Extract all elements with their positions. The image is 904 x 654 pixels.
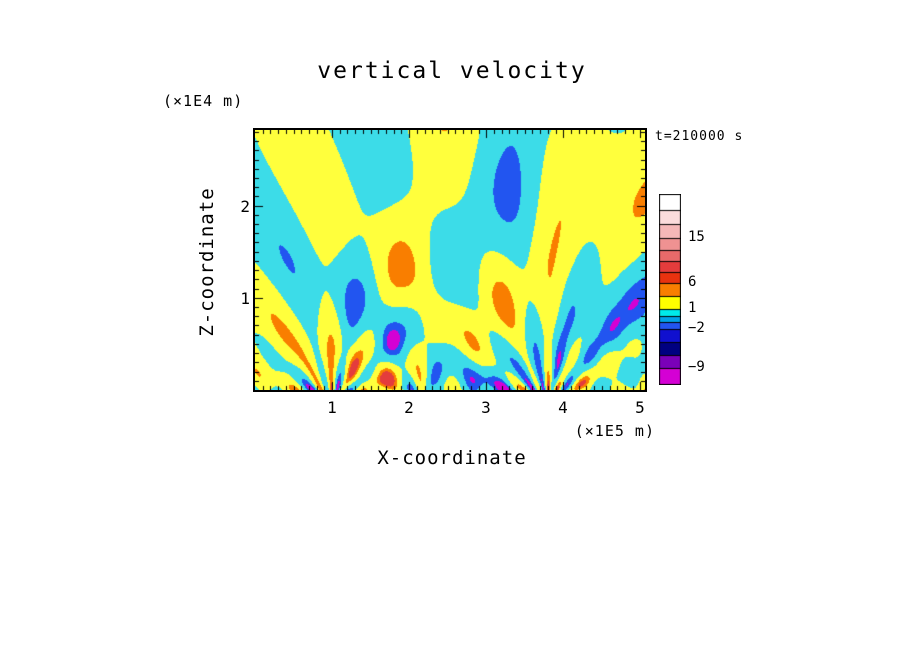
time-annotation: t=210000 s xyxy=(655,129,744,144)
colorbar-label: −2 xyxy=(688,320,705,336)
x-axis-title: X-coordinate xyxy=(377,447,527,469)
colorbar-label: 6 xyxy=(688,274,697,290)
y-axis-title: Z-coordinate xyxy=(196,187,218,337)
colorbar-label: 15 xyxy=(688,229,705,245)
chart-title: vertical velocity xyxy=(317,58,587,84)
colorbar-label: −9 xyxy=(688,359,705,375)
x-tick-label: 2 xyxy=(404,398,414,417)
colorbar-canvas xyxy=(659,194,681,385)
x-tick-label: 3 xyxy=(481,398,491,417)
x-tick-label: 4 xyxy=(558,398,568,417)
y-tick-label: 2 xyxy=(240,197,250,216)
x-tick-label: 1 xyxy=(327,398,337,417)
colorbar-label: 1 xyxy=(688,300,697,316)
colorbar-labels: 15 6 1 −2 −9 xyxy=(688,194,732,386)
y-axis-units-label: (×1E4 m) xyxy=(163,92,244,110)
x-tick-label: 5 xyxy=(635,398,645,417)
field-canvas xyxy=(255,130,645,390)
plot-area xyxy=(253,128,647,392)
x-axis-units-label: (×1E5 m) xyxy=(574,422,655,440)
y-tick-label: 1 xyxy=(240,289,250,308)
